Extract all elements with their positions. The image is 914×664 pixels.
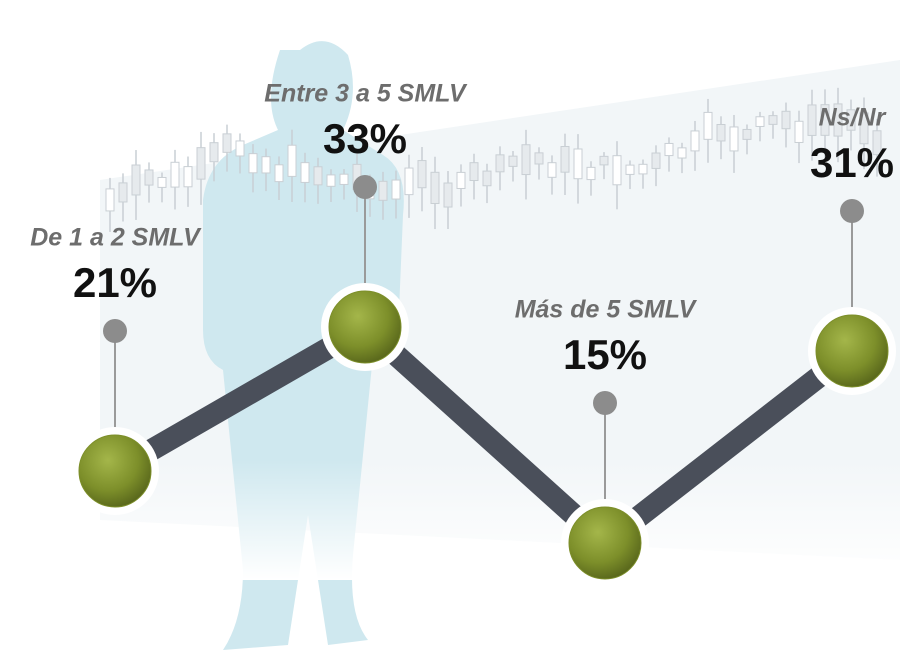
- pin-head: [353, 175, 377, 199]
- candle-body: [222, 133, 232, 153]
- candle-body: [482, 170, 492, 187]
- candle-body: [846, 109, 856, 131]
- candle-body: [807, 104, 817, 136]
- candle-body: [443, 182, 453, 208]
- candle-body: [690, 130, 700, 152]
- candle-body: [781, 110, 791, 130]
- candle-body: [742, 128, 752, 140]
- candle-body: [144, 169, 154, 186]
- candle-body: [313, 166, 323, 186]
- candle-body: [378, 180, 388, 201]
- candle-body: [430, 171, 440, 204]
- candle-body: [300, 162, 310, 183]
- value-label: 33%: [323, 115, 407, 162]
- candle-body: [534, 152, 544, 165]
- candle-body: [417, 160, 427, 189]
- value-label: 21%: [73, 259, 157, 306]
- candle-body: [612, 155, 622, 186]
- marker: [78, 434, 152, 508]
- category-label: De 1 a 2 SMLV: [30, 224, 202, 252]
- candle-body: [261, 156, 271, 174]
- value-label: 15%: [563, 331, 647, 378]
- candle-body: [183, 166, 193, 188]
- candle-body: [703, 111, 713, 140]
- candle-body: [625, 164, 635, 175]
- candle-body: [196, 147, 206, 180]
- candle-body: [716, 124, 726, 142]
- candle-body: [638, 163, 648, 175]
- candle-body: [209, 142, 219, 163]
- marker: [815, 314, 889, 388]
- candle-body: [755, 116, 765, 127]
- candle-body: [248, 153, 258, 174]
- candle-body: [105, 188, 115, 212]
- candle-body: [274, 164, 284, 183]
- category-label: Ns/Nr: [819, 104, 887, 132]
- candle-body: [768, 115, 778, 125]
- candle-body: [794, 120, 804, 143]
- candle-body: [521, 144, 531, 176]
- background-decoration: [100, 41, 900, 651]
- line: [109, 313, 859, 558]
- candle-body: [118, 182, 128, 203]
- candle-body: [495, 154, 505, 173]
- candle-body: [859, 112, 869, 145]
- category-label: Más de 5 SMLV: [515, 296, 698, 324]
- candle-body: [729, 126, 739, 152]
- candle-body: [131, 164, 141, 196]
- pin-head: [840, 199, 864, 223]
- candle-body: [547, 162, 557, 178]
- candle-body: [326, 174, 336, 187]
- candle-body: [664, 142, 674, 157]
- marker: [568, 506, 642, 580]
- candle-body: [560, 146, 570, 173]
- candle-body: [456, 171, 466, 189]
- candle-body: [404, 167, 414, 196]
- value-label: 31%: [810, 139, 894, 186]
- candle-body: [391, 179, 401, 200]
- candle-body: [677, 147, 687, 159]
- candle-body: [586, 166, 596, 181]
- candle-body: [508, 155, 518, 167]
- candle-body: [235, 140, 245, 157]
- candle-body: [820, 104, 830, 136]
- candle-body: [469, 162, 479, 182]
- pin-head: [103, 319, 127, 343]
- candle-body: [872, 130, 882, 156]
- marker: [328, 290, 402, 364]
- candle-body: [833, 103, 843, 137]
- candle-body: [170, 161, 180, 188]
- candle-body: [599, 155, 609, 166]
- fade: [100, 460, 900, 580]
- candle-body: [157, 176, 167, 188]
- candle-body: [339, 173, 349, 185]
- category-label: Entre 3 a 5 SMLV: [264, 80, 468, 108]
- candle-body: [651, 152, 661, 169]
- pin-head: [593, 391, 617, 415]
- candle-body: [573, 148, 583, 180]
- candle-body: [287, 144, 297, 177]
